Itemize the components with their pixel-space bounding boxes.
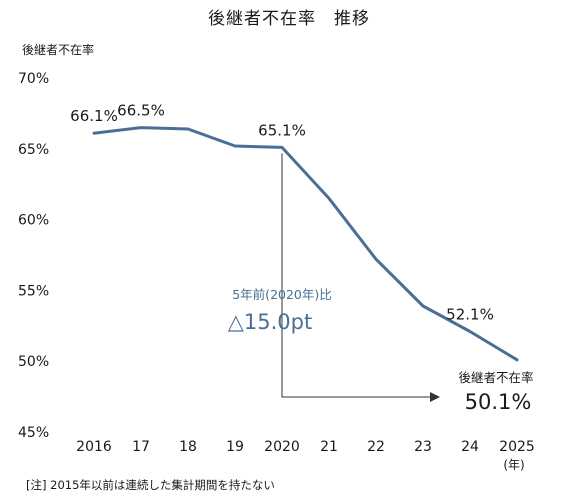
comparison-label-period: 5年前(2020年)比 — [232, 287, 332, 302]
data-label: 66.1% — [70, 107, 118, 125]
y-axis-ticks: 70% 65% 60% 55% 50% 45% — [18, 71, 49, 441]
end-label-name: 後継者不在率 — [458, 370, 533, 385]
y-tick-label: 50% — [18, 354, 49, 370]
x-tick-label: 17 — [132, 439, 150, 455]
x-tick-label: 2025 — [499, 439, 535, 455]
y-tick-label: 55% — [18, 283, 49, 299]
x-tick-label: 2020 — [264, 439, 300, 455]
y-tick-label: 60% — [18, 213, 49, 229]
x-tick-label: 2016 — [76, 439, 112, 455]
y-tick-label: 70% — [18, 71, 49, 87]
x-tick-label: 23 — [414, 439, 432, 455]
end-label-value: 50.1% — [465, 390, 532, 414]
x-tick-label: 22 — [367, 439, 385, 455]
x-axis-ticks: 2016 17 18 19 2020 21 22 23 24 2025 — [76, 439, 535, 455]
data-label: 66.5% — [117, 102, 165, 120]
data-labels: 66.1% 66.5% 65.1% 52.1% — [70, 102, 494, 324]
y-axis-label: 後継者不在率 — [22, 42, 94, 57]
comparison-label-value: △15.0pt — [228, 310, 312, 334]
x-tick-label: 18 — [179, 439, 197, 455]
x-tick-label: 21 — [320, 439, 338, 455]
data-label: 52.1% — [446, 305, 494, 323]
y-tick-label: 45% — [18, 425, 49, 441]
data-label: 65.1% — [258, 121, 306, 139]
y-tick-label: 65% — [18, 142, 49, 158]
x-axis-unit: (年) — [503, 458, 524, 472]
x-tick-label: 19 — [226, 439, 244, 455]
chart-title: 後継者不在率 推移 — [208, 9, 370, 29]
comparison-connector — [281, 153, 431, 398]
series-line — [92, 126, 519, 362]
comparison-annotation: 5年前(2020年)比 △15.0pt — [228, 153, 440, 402]
x-tick-label: 24 — [461, 439, 479, 455]
footnote: [注] 2015年以前は連続した集計期間を持たない — [26, 478, 275, 492]
arrow-head-icon — [430, 392, 440, 402]
